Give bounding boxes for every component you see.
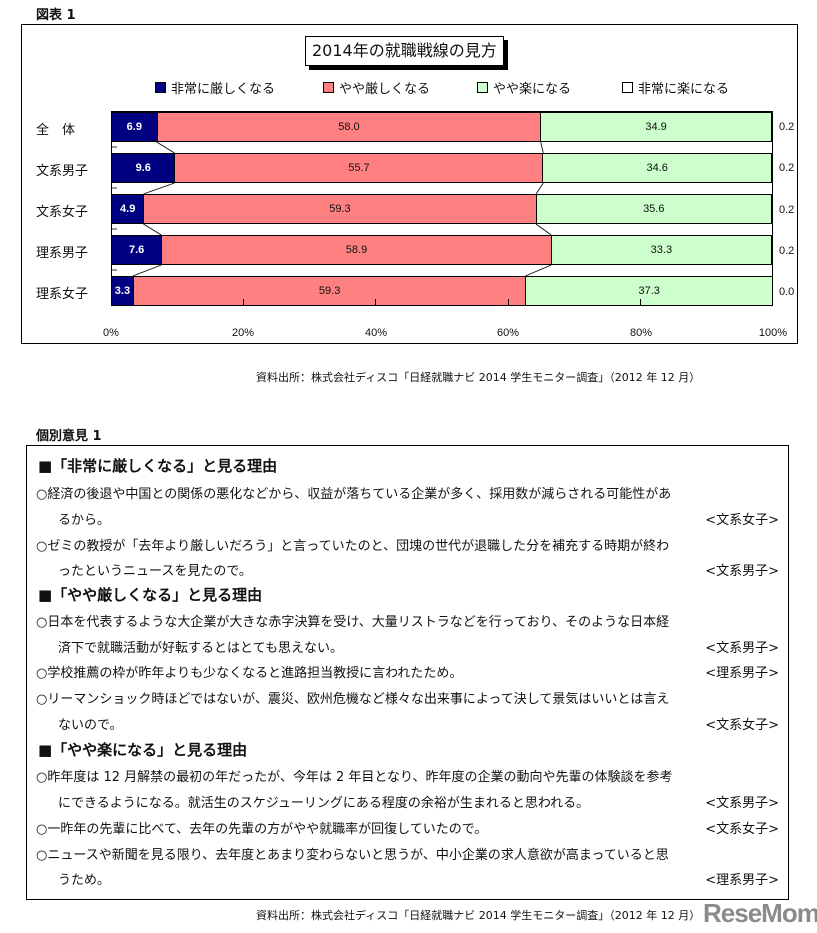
- bar-segment-very-easy: [771, 153, 773, 183]
- bar-segment-somewhat-easy: 37.3: [525, 276, 773, 306]
- section-heading-somewhat-easy: ■「やや楽になる」と見る理由: [38, 741, 248, 759]
- opinions-source-note: 資料出所：株式会社ディスコ「日経就職ナビ 2014 学生モニター調査」（2012…: [256, 909, 701, 922]
- opinion-line: ○学校推薦の枠が昨年よりも少なくなると進路担当教授に言われたため。: [36, 666, 463, 681]
- opinion-respondent: <文系女子>: [705, 513, 779, 528]
- x-tick-label: 100%: [758, 327, 788, 339]
- legend-item-very-easy: 非常に楽になる: [622, 78, 729, 97]
- opinion-line: ○一昨年の先輩に比べて、去年の先輩の方がやや就職率が回復していたので。: [36, 822, 488, 837]
- bar-segment-very-easy: [771, 112, 773, 142]
- value-label-very-easy: 0.2: [779, 121, 795, 133]
- legend-swatch-icon: [155, 82, 166, 93]
- section-heading-somewhat-severe: ■「やや厳しくなる」と見る理由: [38, 586, 263, 604]
- bar-row-humanities-female: 4.9 59.3 35.6: [111, 194, 773, 224]
- bar-segment-somewhat-severe: 55.7: [174, 153, 543, 183]
- x-tick: [640, 299, 641, 305]
- opinion-line: ○日本を代表するような大企業が大きな赤字決算を受け、大量リストラなどを行っており…: [36, 615, 670, 630]
- bar-segment-very-easy: [771, 194, 773, 224]
- value-label-very-easy: 0.2: [779, 162, 795, 174]
- bar-row-humanities-male: 9.6 55.7 34.6: [111, 153, 773, 183]
- opinion-line: ○経済の後退や中国との関係の悪化などから、収益が落ちている企業が多く、採用数が減…: [36, 487, 672, 502]
- legend-label: やや楽になる: [493, 82, 572, 97]
- legend-label: 非常に厳しくなる: [171, 82, 276, 97]
- series-connector-lines: [111, 141, 552, 277]
- opinion-line: 済下で就職活動が好転するとはとても思えない。: [58, 641, 343, 656]
- x-tick: [375, 299, 376, 305]
- x-tick: [508, 299, 509, 305]
- bar-segment-somewhat-severe: 59.3: [132, 276, 526, 306]
- row-label-humanities-female: 文系女子: [36, 205, 89, 220]
- opinion-line: ○昨年度は 12 月解禁の最初の年だったが、今年は 2 年目となり、昨年度の企業…: [36, 770, 673, 785]
- chart-frame: [21, 24, 798, 344]
- opinion-line: るから。: [58, 513, 111, 528]
- bar-segment-somewhat-severe: 58.9: [161, 235, 551, 265]
- row-label-science-female: 理系女子: [36, 287, 89, 302]
- bar-segment-somewhat-severe: 58.0: [156, 112, 541, 142]
- legend-item-somewhat-severe: やや厳しくなる: [323, 78, 430, 97]
- x-tick-label: 40%: [364, 327, 388, 339]
- bar-row-science-male: 7.6 58.9 33.3: [111, 235, 773, 265]
- bar-segment-somewhat-easy: 35.6: [535, 194, 771, 224]
- opinion-line: ○ゼミの教授が「去年より厳しいだろう」と言っていたのと、団塊の世代が退職した分を…: [36, 539, 670, 554]
- watermark-logo: ReseMom: [703, 898, 817, 928]
- legend-label: 非常に楽になる: [638, 82, 730, 97]
- legend-item-very-severe: 非常に厳しくなる: [155, 78, 275, 97]
- x-tick-label: 60%: [496, 327, 520, 339]
- opinion-line: ○ニュースや新聞を見る限り、去年度とあまり変わらないと思うが、中小企業の求人意欲…: [36, 848, 669, 863]
- opinions-label: 個別意見 1: [36, 429, 102, 444]
- value-label-very-easy: 0.2: [779, 204, 795, 216]
- bar-segment-very-severe: 7.6: [111, 235, 162, 265]
- row-label-all: 全 体: [36, 123, 76, 138]
- legend-swatch-icon: [323, 82, 334, 93]
- opinion-line: うため。: [58, 873, 111, 888]
- opinion-respondent: <文系女子>: [705, 822, 779, 837]
- bar-segment-somewhat-easy: 34.9: [540, 112, 771, 142]
- bar-segment-very-easy: [771, 235, 773, 265]
- figure-label: 図表 1: [36, 8, 76, 23]
- x-tick-label: 20%: [231, 327, 255, 339]
- bar-segment-very-severe: 9.6: [111, 153, 175, 183]
- legend-swatch-icon: [622, 82, 633, 93]
- row-label-humanities-male: 文系男子: [36, 164, 89, 179]
- bar-segment-somewhat-severe: 59.3: [143, 194, 536, 224]
- chart-title: 2014年の就職戦線の見方: [305, 36, 504, 66]
- legend-swatch-icon: [477, 82, 488, 93]
- opinion-respondent: <文系男子>: [705, 564, 779, 579]
- legend-label: やや厳しくなる: [339, 82, 431, 97]
- x-tick: [243, 299, 244, 305]
- bar-segment-very-severe: 4.9: [111, 194, 144, 224]
- figure-source-note: 資料出所：株式会社ディスコ「日経就職ナビ 2014 学生モニター調査」（2012…: [256, 371, 701, 384]
- row-label-science-male: 理系男子: [36, 246, 89, 261]
- bar-segment-very-severe: 3.3: [111, 276, 133, 306]
- opinion-respondent: <理系男子>: [705, 666, 779, 681]
- opinion-respondent: <文系女子>: [705, 718, 779, 733]
- bar-segment-somewhat-easy: 33.3: [550, 235, 771, 265]
- opinion-line: ないので。: [58, 718, 123, 733]
- bar-row-all: 6.9 58.0 34.9: [111, 112, 773, 142]
- value-label-very-easy: 0.0: [779, 286, 795, 298]
- bar-segment-very-severe: 6.9: [111, 112, 157, 142]
- bar-segment-somewhat-easy: 34.6: [542, 153, 771, 183]
- opinion-line: ○リーマンショック時ほどではないが、震災、欧州危機など様々な出来事によって決して…: [36, 692, 670, 707]
- bar-row-science-female: 3.3 59.3 37.3: [111, 276, 773, 306]
- opinion-respondent: <文系男子>: [705, 796, 779, 811]
- opinion-respondent: <文系男子>: [705, 641, 779, 656]
- x-tick-label: 80%: [629, 327, 653, 339]
- opinion-line: ったというニュースを見たので。: [58, 564, 252, 579]
- value-label-very-easy: 0.2: [779, 245, 795, 257]
- opinion-respondent: <理系男子>: [705, 873, 779, 888]
- section-heading-very-severe: ■「非常に厳しくなる」と見る理由: [38, 457, 278, 475]
- opinions-frame: [26, 445, 789, 900]
- x-tick-label: 0%: [103, 327, 119, 339]
- legend-item-somewhat-easy: やや楽になる: [477, 78, 571, 97]
- opinion-line: にできるようになる。就活生のスケジューリングにある程度の余裕が生まれると思われる…: [58, 796, 590, 811]
